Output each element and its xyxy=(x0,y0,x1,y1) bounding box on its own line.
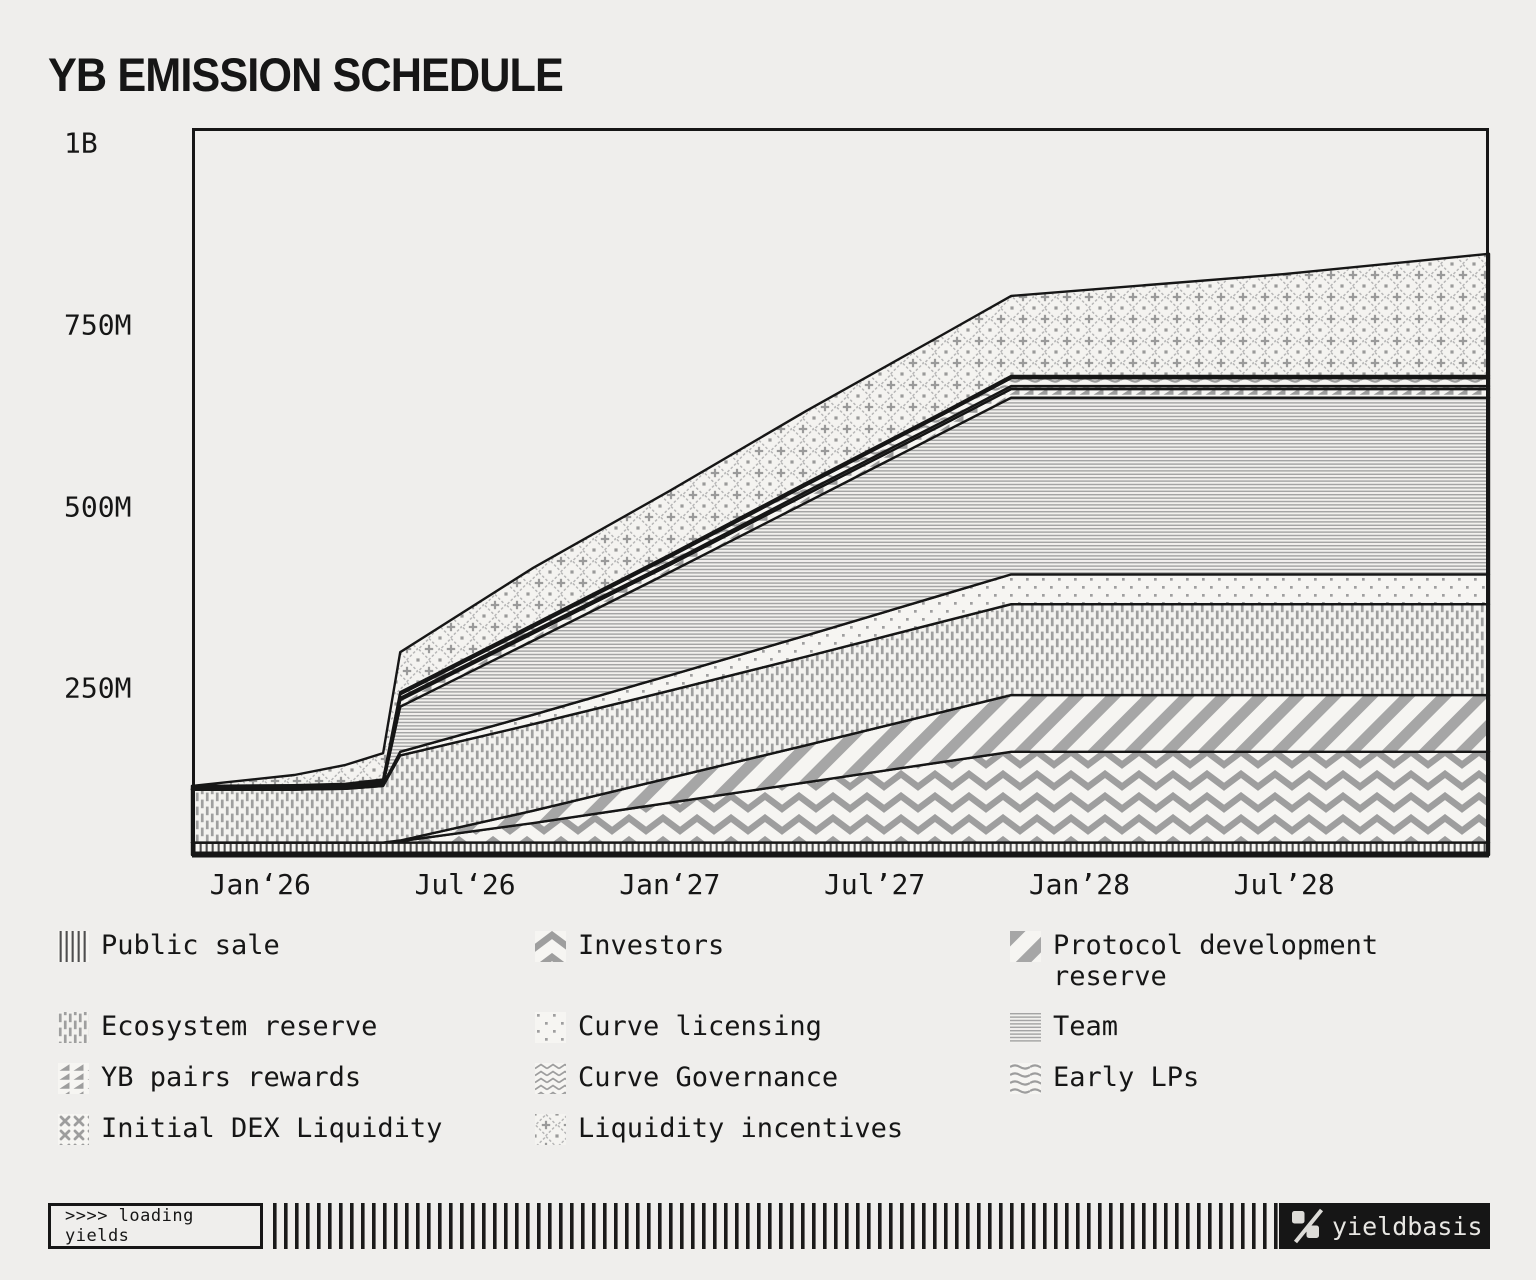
legend-item-curve-governance: Curve Governance xyxy=(535,1062,1010,1094)
legend-label: Initial DEX Liquidity xyxy=(101,1113,443,1144)
y-axis-label: 750M xyxy=(64,308,132,342)
legend-swatch-ornate-diamonds-icon xyxy=(535,1114,566,1145)
legend-label: Curve Governance xyxy=(578,1062,839,1093)
footer-bar: >>>> loading yields yieldbasis xyxy=(48,1203,1490,1249)
legend-label: Protocol development reserve xyxy=(1053,930,1379,992)
legend-swatch-waves-icon xyxy=(1010,1063,1041,1094)
legend-item-protocol-development-reserve: Protocol development reserve xyxy=(1010,930,1496,992)
yieldbasis-logo-icon xyxy=(1292,1208,1324,1244)
legend-swatch-x-knot-icon xyxy=(58,1114,89,1145)
series-area-public-sale xyxy=(190,841,1491,857)
legend-item-ecosystem-reserve: Ecosystem reserve xyxy=(58,1011,535,1043)
series-area-protocol-development-reserve xyxy=(190,693,1491,844)
y-axis-label: 250M xyxy=(64,671,132,705)
legend-label: Curve licensing xyxy=(578,1011,822,1042)
legend-swatch-horizontal-lines-icon xyxy=(1010,1012,1041,1043)
series-area-investors xyxy=(190,750,1491,844)
legend-swatch-dots-icon xyxy=(535,1012,566,1043)
legend-item-curve-licensing: Curve licensing xyxy=(535,1011,1010,1043)
y-axis-label: 1B xyxy=(64,126,98,160)
legend-item-initial-dex-liquidity: Initial DEX Liquidity xyxy=(58,1113,535,1145)
legend-item-early-lps: Early LPs xyxy=(1010,1062,1496,1094)
loading-yields-badge: >>>> loading yields xyxy=(48,1203,263,1249)
legend-swatch-diagonal-stripes-icon xyxy=(1010,931,1041,962)
legend-swatch-chevron-bold-icon xyxy=(535,931,566,962)
y-axis-label: 500M xyxy=(64,490,132,523)
legend-label: Ecosystem reserve xyxy=(101,1011,378,1042)
series-area-liquidity-incentives xyxy=(190,252,1491,788)
legend-item-investors: Investors xyxy=(535,930,1010,992)
x-axis-label: Jan’28 xyxy=(1028,868,1130,901)
series-area-curve-licensing xyxy=(190,573,1491,791)
series-area-initial-dex-liquidity xyxy=(190,374,1491,790)
loading-text: >>>> loading yields xyxy=(65,1206,194,1246)
legend-item-public-sale: Public sale xyxy=(58,930,535,992)
legend-label: Public sale xyxy=(101,930,280,961)
legend: Public sale Investors Protocol development… xyxy=(58,930,1496,1145)
legend-item-liquidity-incentives: Liquidity incentives xyxy=(535,1113,1010,1145)
x-axis-label: Jan‘27 xyxy=(619,868,721,901)
plot-frame xyxy=(192,128,1489,855)
legend-label: Investors xyxy=(578,930,725,961)
x-axis-label: Jan‘26 xyxy=(209,868,311,901)
stacked-areas xyxy=(190,252,1491,857)
page-title: YB EMISSION SCHEDULE xyxy=(48,48,564,101)
x-axis-label: Jul’28 xyxy=(1233,868,1335,901)
legend-label: YB pairs rewards xyxy=(101,1062,362,1093)
legend-item-team: Team xyxy=(1010,1011,1496,1043)
legend-swatch-vertical-lines-icon xyxy=(58,931,89,962)
brand-name: yieldbasis xyxy=(1332,1211,1483,1241)
x-axis-label: Jul‘26 xyxy=(414,868,516,901)
barcode-stripes xyxy=(273,1203,1279,1249)
brand-badge: yieldbasis xyxy=(1279,1203,1490,1249)
series-area-early-lps xyxy=(190,376,1491,790)
series-area-yb-pairs-rewards xyxy=(190,387,1491,791)
x-axis-label: Jul’27 xyxy=(824,868,926,901)
legend-label: Early LPs xyxy=(1053,1062,1200,1093)
series-area-curve-governance xyxy=(190,384,1491,791)
legend-swatch-weave-icon xyxy=(58,1012,89,1043)
series-area-ecosystem-reserve xyxy=(190,603,1491,844)
legend-label: Team xyxy=(1053,1011,1119,1042)
legend-swatch-triangles-icon xyxy=(58,1063,89,1094)
legend-swatch-chevron-fine-icon xyxy=(535,1063,566,1094)
series-area-team xyxy=(190,396,1491,791)
legend-item-yb-pairs-rewards: YB pairs rewards xyxy=(58,1062,535,1094)
legend-label: Liquidity incentives xyxy=(578,1113,904,1144)
